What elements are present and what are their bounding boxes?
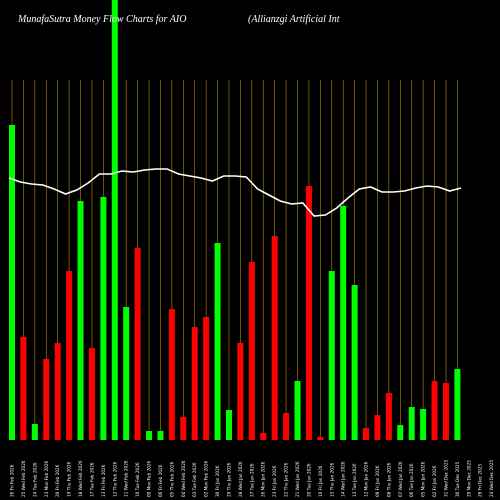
date-label-8: 17 Tue Feb 2026: [89, 462, 94, 497]
date-label-40: 30 Tue Dec 2025: [455, 461, 460, 497]
flow-bar-21: [237, 343, 244, 440]
flow-bar-38: [431, 381, 438, 440]
flow-bar-35: [397, 425, 404, 440]
date-label-24: 23 Fri Jan 2026: [272, 465, 277, 497]
date-label-30: 14 Wed Jan 2026: [341, 461, 346, 497]
date-label-20: 29 Thu Jan 2026: [227, 462, 232, 497]
date-label-32: 12 Mon Jan 2026: [364, 461, 369, 497]
flow-bar-23: [260, 433, 267, 440]
date-label-7: 18 Wed Feb 2026: [78, 460, 83, 497]
date-label-10: 12 Thu Feb 2026: [112, 461, 117, 497]
flow-bar-37: [420, 409, 427, 440]
flow-bar-17: [191, 327, 198, 440]
flow-bar-28: [317, 437, 324, 440]
date-label-4: 23 Mon Feb 2026: [44, 460, 49, 497]
date-label-2: 25 Wed Feb 2026: [21, 460, 26, 497]
flow-bar-22: [248, 262, 255, 440]
flow-bar-13: [146, 431, 153, 440]
flow-bar-29: [328, 271, 335, 440]
date-label-37: 05 Mon Jan 2026: [421, 461, 426, 497]
flow-bar-27: [305, 186, 312, 440]
flow-bar-16: [180, 417, 187, 440]
date-label-34: 08 Thu Jan 2026: [386, 462, 391, 497]
date-label-6: 19 Thu Feb 2026: [67, 461, 72, 497]
bar-layer: [9, 0, 461, 440]
date-label-29: 15 Thu Jan 2026: [329, 462, 334, 497]
flow-bar-31: [351, 285, 358, 440]
flow-bar-36: [408, 407, 415, 440]
flow-bar-5: [54, 343, 61, 440]
date-label-23: 26 Mon Jan 2026: [261, 461, 266, 497]
date-label-5: 20 Fri Feb 2026: [55, 464, 60, 497]
flow-bar-32: [363, 428, 370, 440]
date-label-42: 26 Fri Dec 2025: [478, 464, 483, 497]
date-label-43: 24 Wed Dec 2025: [489, 459, 494, 497]
date-label-1: 26 Fri Feb 2026: [10, 464, 15, 497]
flow-bar-25: [283, 413, 290, 440]
flow-bar-2: [20, 337, 27, 440]
date-label-18: 02 Mon Feb 2026: [204, 460, 209, 497]
flow-bar-14: [157, 431, 164, 440]
flow-bar-6: [66, 271, 73, 440]
chart-subtitle: (Allianzgi Artificial Int: [248, 14, 340, 25]
date-label-35: 07 Wed Jan 2026: [398, 461, 403, 497]
date-label-28: 16 Fri Jan 2026: [318, 465, 323, 497]
date-label-38: 02 Fri Jan 2026: [432, 465, 437, 497]
flow-bar-18: [203, 317, 210, 440]
flow-bar-11: [123, 307, 130, 440]
date-label-26: 21 Wed Jan 2026: [295, 461, 300, 497]
date-label-layer: 26 Fri Feb 2026 25 Wed Feb 2026 24 Tue Feb…: [10, 459, 495, 497]
date-label-17: 03 Tue Feb 2026: [192, 462, 197, 497]
date-label-21: 28 Wed Jan 2026: [238, 461, 243, 497]
flow-bar-1: [9, 125, 15, 440]
date-label-31: 13 Tue Jan 2026: [352, 463, 357, 497]
flow-bar-33: [374, 415, 381, 440]
flow-bar-39: [442, 383, 449, 440]
flow-bar-19: [214, 243, 221, 440]
flow-bar-15: [168, 309, 175, 440]
date-label-25: 22 Thu Jan 2026: [284, 462, 289, 497]
flow-bar-4: [43, 359, 50, 440]
date-label-16: 04 Wed Feb 2026: [181, 460, 186, 497]
date-label-19: 30 Fri Jan 2026: [215, 465, 220, 497]
date-label-27: 20 Tue Jan 2026: [306, 463, 311, 497]
flow-bar-7: [77, 201, 84, 440]
flow-bar-9: [100, 197, 107, 440]
date-label-13: 09 Mon Feb 2026: [147, 460, 152, 497]
flow-bar-10: [111, 0, 118, 440]
date-label-39: 31 Wed Dec 2025: [444, 459, 449, 497]
date-label-15: 05 Thu Feb 2026: [169, 461, 174, 497]
flow-bar-12: [134, 248, 141, 440]
flow-bar-30: [340, 206, 347, 440]
date-label-11: 11 Wed Feb 2026: [124, 460, 129, 497]
flow-bar-40: [454, 369, 461, 440]
flow-bar-8: [88, 348, 95, 440]
money-flow-line: [8, 168, 462, 217]
date-label-33: 09 Fri Jan 2026: [375, 465, 380, 497]
date-label-36: 06 Tue Jan 2026: [409, 463, 414, 497]
flow-bar-3: [31, 424, 38, 440]
flow-bar-26: [294, 381, 301, 440]
flow-bar-34: [385, 393, 392, 440]
date-label-14: 06 Fri Feb 2026: [158, 464, 163, 497]
date-label-22: 27 Tue Jan 2026: [249, 463, 254, 497]
flow-bar-24: [271, 236, 278, 440]
date-label-9: 13 Fri Feb 2026: [101, 464, 106, 497]
flow-bar-20: [225, 410, 232, 440]
date-label-12: 10 Tue Feb 2026: [135, 462, 140, 497]
date-label-3: 24 Tue Feb 2026: [32, 462, 37, 497]
chart-title: MunafaSutra Money Flow Charts for AIO: [17, 14, 186, 25]
date-label-41: 29 Mon Dec 2025: [466, 460, 471, 497]
